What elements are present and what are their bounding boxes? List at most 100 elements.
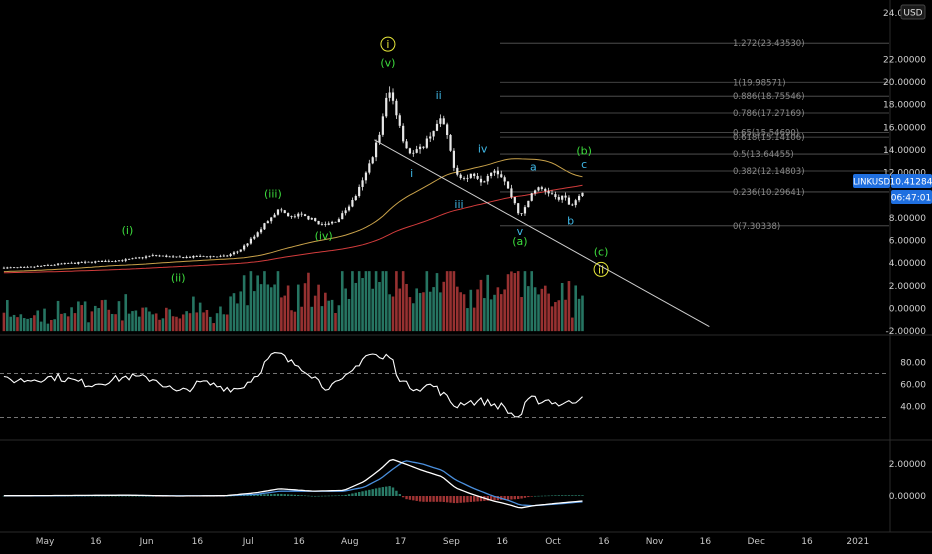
trendline-layer [374,139,710,328]
macd-histogram-bar [148,495,151,497]
candle-body [266,221,269,224]
volume-bar [567,281,571,332]
candle-body [185,256,188,259]
macd-histogram-bar [110,495,114,497]
candle-body [446,124,449,136]
volume-bar [303,283,307,332]
macd-histogram-bar [554,495,557,496]
wave-label: i [410,167,413,180]
candle-body [398,115,401,126]
volume-bar [432,287,435,332]
macd-histogram-bar [381,487,385,496]
volume-bar [6,300,9,332]
volume-bar [185,311,188,332]
date-tick-label: 2021 [846,537,869,547]
candle-body [422,146,425,148]
candle-body [486,175,489,182]
candle-body [53,264,56,266]
candle-body [283,210,286,214]
volume-bar [242,275,246,332]
wave-label-circle [593,261,609,277]
volume-bar [158,319,161,332]
candle-body [574,200,577,206]
volume-bar [398,288,402,332]
macd-histogram-bar [398,494,401,496]
macd-histogram-bar [134,495,138,497]
fib-level-label: 0.65(15.54690) [733,129,799,139]
candle-body [104,260,107,262]
volume-bar [317,284,320,332]
macd-histogram-bar [259,494,263,496]
volume-bar [334,312,337,332]
volume-bar [476,289,479,332]
macd-histogram-bar [523,496,527,498]
volume-bar [300,306,303,332]
volume-bar [26,318,29,332]
volume-bar [418,293,422,332]
macd-histogram-bar [344,494,347,496]
macd-histogram-bar [283,494,286,496]
rsi-line [3,352,583,418]
candle-body [479,178,483,183]
volume-bar [361,278,364,332]
candle-body [388,92,391,98]
candle-body [171,256,175,258]
volume-bar [381,271,385,332]
volume-bar [252,291,256,332]
volume-bar [489,299,493,332]
volume-bar [560,282,564,332]
candle-body [87,261,90,263]
price-tick-label: 8.00000 [889,214,926,224]
volume-bar [479,279,483,332]
macd-histogram-bar [151,496,154,497]
volume-bar [408,297,412,332]
candle-body [506,181,510,189]
volume-bar [320,306,324,332]
volume-bar [131,311,134,332]
macd-histogram-bar [459,496,462,503]
candle-body [331,221,334,224]
volume-bar [225,314,229,332]
volume-bar [378,282,381,332]
macd-histogram-bar [371,489,374,496]
volume-bar [117,301,121,332]
volume-bar [222,314,226,332]
candle-body [144,256,148,258]
candle-body [303,214,307,216]
candle-body [364,172,368,181]
volume-bar [384,271,388,332]
volume-bar [415,288,418,332]
macd-histogram-bar [520,496,523,499]
volume-bar [246,305,249,332]
candle-body [466,177,469,179]
macd-histogram-bar [246,494,249,496]
candle-body [226,255,229,257]
volume-bar [171,316,175,332]
candle-body [50,265,53,266]
candle-body [341,213,344,220]
macd-histogram-bar [567,495,571,496]
volume-bar [313,295,317,332]
volume-bar [351,271,354,332]
candle-body [395,100,398,116]
wave-label: ii [436,89,442,102]
volume-bar [577,298,581,332]
candle-body [219,255,222,257]
macd-layer [2,458,584,509]
rsi-tick-label: 60.00 [900,381,926,391]
candle-body [46,265,50,266]
macd-histogram-bar [124,495,127,497]
candle-body [293,216,296,218]
candle-body [496,170,499,175]
volume-bar [388,294,391,332]
price-tick-label: 22.00000 [883,55,926,65]
currency-badge[interactable] [900,4,926,20]
wave-label: (ii) [171,271,186,284]
macd-histogram-bar [266,494,270,496]
macd-histogram-bar [449,496,452,503]
candle-body [327,223,330,225]
price-tick-label: 6.00000 [889,237,926,247]
candle-body [114,261,117,262]
macd-histogram-bar [513,496,517,500]
